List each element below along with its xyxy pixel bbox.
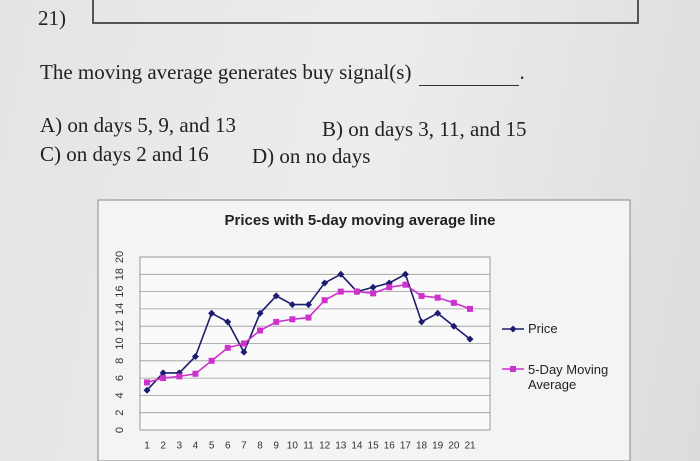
marker <box>353 288 360 295</box>
legend-label: 5-Day Moving Average <box>528 362 609 392</box>
prompt-text: The moving average generates buy signal(… <box>40 60 412 84</box>
marker <box>305 314 312 321</box>
x-tick-label: 18 <box>416 441 428 452</box>
y-tick-label: 2 <box>114 410 126 416</box>
marker <box>450 322 458 330</box>
x-tick-label: 9 <box>273 441 279 452</box>
marker <box>321 297 328 304</box>
answer-blank <box>419 60 520 86</box>
x-tick-label: 20 <box>448 441 460 452</box>
legend-label: Price <box>528 321 558 336</box>
option: A) on days 5, 9, and 13 <box>40 113 236 137</box>
y-tick-label: 4 <box>114 392 126 398</box>
chart-title: Prices with 5-day moving average line <box>225 212 496 229</box>
marker <box>434 294 441 301</box>
y-tick-label: 0 <box>114 427 126 433</box>
y-tick-label: 20 <box>114 251 126 263</box>
x-tick-label: 21 <box>464 441 476 452</box>
marker <box>240 340 247 347</box>
marker <box>509 325 517 333</box>
marker <box>273 318 280 325</box>
x-tick-label: 15 <box>368 441 380 452</box>
marker <box>321 279 329 287</box>
option: B) on days 3, 11, and 15 <box>322 117 527 141</box>
marker <box>256 309 264 317</box>
marker <box>434 309 442 317</box>
marker <box>191 352 199 360</box>
x-tick-label: 12 <box>319 441 331 452</box>
y-tick-label: 18 <box>114 268 126 280</box>
marker <box>272 292 280 300</box>
marker <box>192 370 199 377</box>
marker <box>144 379 150 386</box>
marker <box>402 281 409 288</box>
prompt-end: . <box>519 60 525 84</box>
marker <box>386 284 393 291</box>
marker <box>337 288 344 295</box>
x-tick-label: 13 <box>335 441 347 452</box>
marker <box>143 386 151 394</box>
marker <box>450 299 457 306</box>
y-tick-label: 16 <box>114 285 126 297</box>
y-tick-label: 10 <box>114 337 126 349</box>
marker <box>176 373 183 380</box>
y-tick-label: 14 <box>114 303 126 315</box>
x-tick-label: 8 <box>257 441 263 452</box>
marker <box>305 301 312 309</box>
marker <box>224 344 231 351</box>
x-tick-label: 5 <box>209 441 215 452</box>
x-tick-label: 10 <box>287 441 299 452</box>
option: D) on no days <box>252 144 371 168</box>
x-tick-label: 1 <box>144 441 150 452</box>
y-tick-label: 8 <box>114 358 126 364</box>
marker <box>401 270 409 278</box>
x-tick-label: 19 <box>432 441 444 452</box>
marker <box>159 369 167 377</box>
marker <box>418 292 425 299</box>
x-tick-label: 11 <box>303 441 314 452</box>
marker <box>208 357 215 364</box>
marker <box>466 335 474 343</box>
marker <box>467 305 473 312</box>
x-tick-label: 3 <box>177 441 183 452</box>
marker <box>240 348 248 356</box>
x-tick-label: 14 <box>351 441 363 452</box>
marker <box>510 366 516 372</box>
marker <box>337 270 345 278</box>
marker <box>369 283 377 291</box>
marker <box>160 375 167 382</box>
marker <box>208 309 216 317</box>
x-tick-label: 2 <box>160 441 166 452</box>
x-tick-label: 16 <box>384 441 396 452</box>
prompt: The moving average generates buy signal(… <box>40 60 525 86</box>
answer-box[interactable] <box>92 0 639 24</box>
x-tick-label: 7 <box>241 441 247 452</box>
question-number: 21) <box>38 6 66 30</box>
x-tick-label: 6 <box>225 441 231 452</box>
y-tick-label: 6 <box>114 375 126 381</box>
marker <box>224 318 232 326</box>
option: C) on days 2 and 16 <box>40 142 209 166</box>
marker <box>370 290 377 297</box>
marker <box>288 301 296 309</box>
x-tick-label: 4 <box>193 441 199 452</box>
marker <box>418 318 426 326</box>
x-tick-label: 17 <box>400 441 412 452</box>
marker <box>289 316 296 323</box>
y-tick-label: 12 <box>114 320 126 332</box>
marker <box>257 327 264 334</box>
